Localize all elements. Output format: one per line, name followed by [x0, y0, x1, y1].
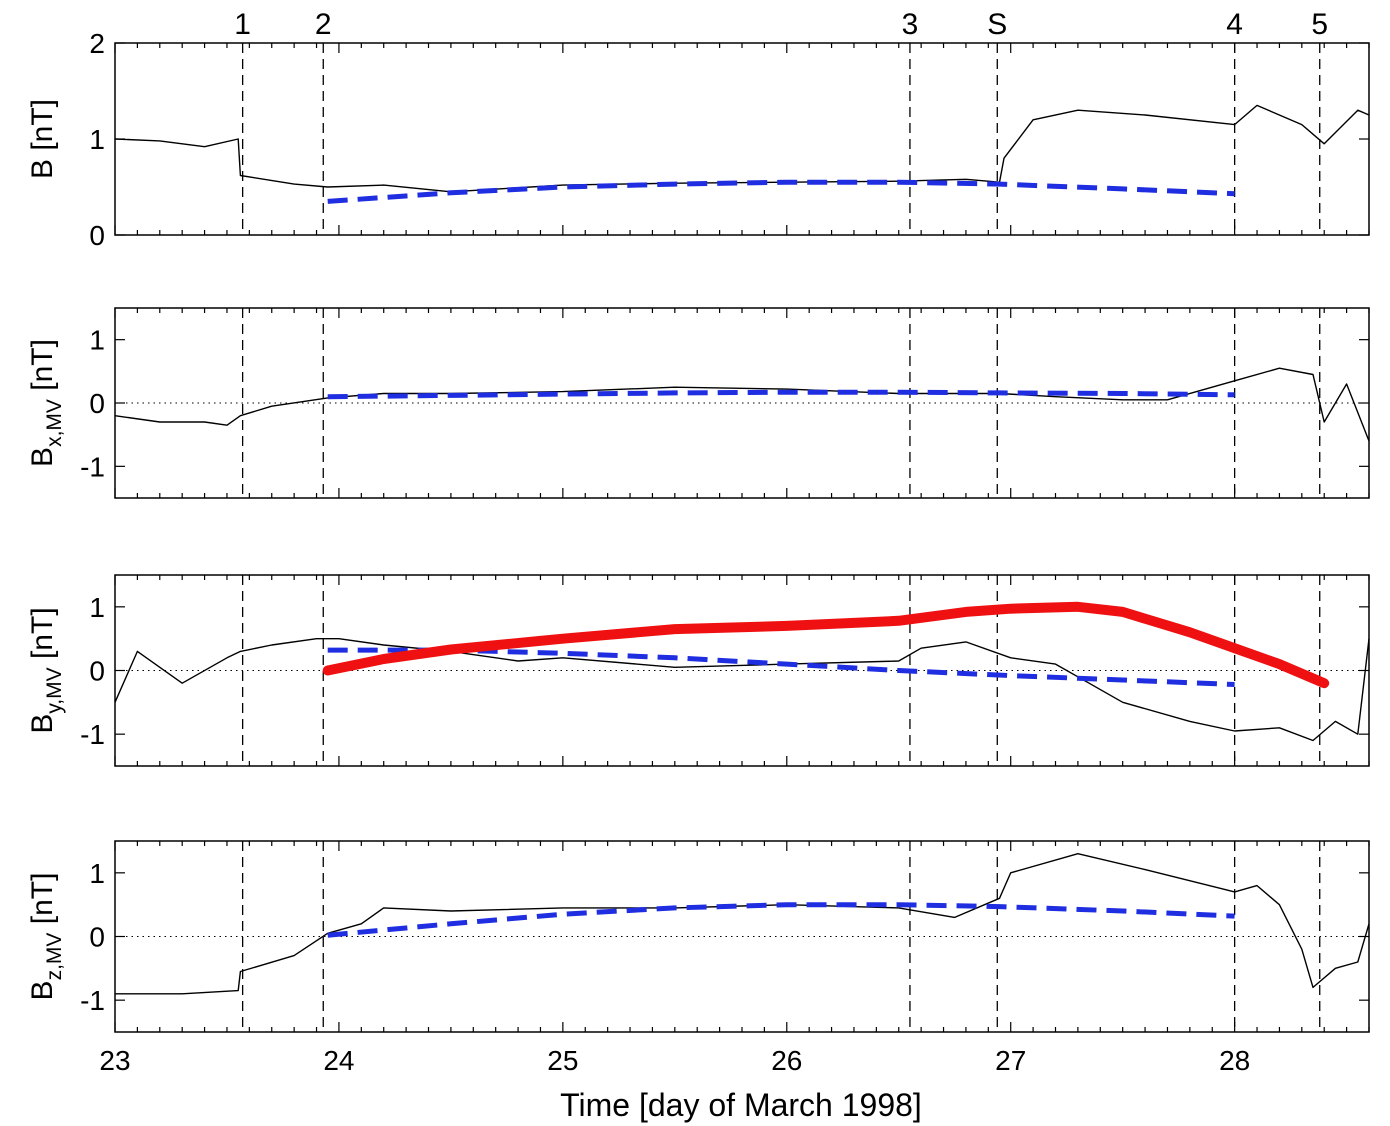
- series-data: [114, 638, 1370, 742]
- boundary-label: 2: [315, 8, 332, 41]
- y-tick-label: -1: [80, 451, 105, 482]
- x-axis-label: Time [day of March 1998]: [560, 1087, 922, 1123]
- y-tick-label: -1: [80, 985, 105, 1016]
- x-tick-label: 28: [1219, 1045, 1250, 1076]
- plot-frame: [114, 42, 1370, 236]
- series-data: [114, 367, 1370, 442]
- boundary-label: 1: [234, 8, 251, 41]
- y-axis-label-unit: [nT]: [26, 873, 59, 933]
- x-tick-label: 23: [99, 1045, 130, 1076]
- boundary-label: 5: [1311, 8, 1328, 41]
- x-tick-label: 26: [771, 1045, 802, 1076]
- y-axis-label-sub: z,MV: [43, 933, 66, 981]
- series-model: [322, 601, 1330, 689]
- y-tick-label: 0: [89, 220, 105, 251]
- y-axis-label: Bz,MV [nT]: [26, 873, 66, 1001]
- y-tick-label: 1: [89, 124, 105, 155]
- boundary-label: 3: [902, 8, 919, 41]
- panels: 0 1 2 B [nT] -1 0 1 Bx,MV [nT] -1 0 1 By,MV [nT] -1 0…: [26, 28, 1370, 1076]
- panel-3: -1 0 1 By,MV [nT]: [26, 574, 1370, 767]
- panel-2: -1 0 1 Bx,MV [nT]: [26, 307, 1370, 499]
- series-fit: [327, 902, 1235, 938]
- y-axis-label-main: B: [26, 714, 59, 734]
- series-fit: [327, 179, 1235, 204]
- series-data: [115, 853, 1370, 995]
- x-tick-label: 27: [995, 1045, 1026, 1076]
- y-axis-label: By,MV [nT]: [26, 607, 66, 733]
- y-tick-label: 2: [89, 28, 105, 59]
- y-axis-label: B [nT]: [26, 99, 59, 179]
- y-axis-label-main: B: [26, 980, 59, 1000]
- y-tick-label: 1: [89, 858, 105, 889]
- panel-1: 0 1 2 B [nT]: [26, 28, 1370, 251]
- y-tick-label: 0: [89, 388, 105, 419]
- y-axis-label: Bx,MV [nT]: [26, 339, 66, 467]
- y-tick-label: 0: [89, 922, 105, 953]
- boundary-label: S: [987, 8, 1007, 41]
- series-data: [114, 104, 1370, 193]
- series-fit: [327, 647, 1235, 687]
- y-axis-label-main: B: [26, 447, 59, 467]
- series-fit: [327, 389, 1235, 400]
- y-axis-label-unit: [nT]: [26, 607, 59, 667]
- y-axis-label-sub: y,MV: [43, 667, 66, 713]
- y-tick-label: 1: [89, 592, 105, 623]
- boundary-label: 4: [1226, 8, 1243, 41]
- y-tick-label: -1: [80, 719, 105, 750]
- boundary-labels: 1 2 3 S 4 5: [234, 8, 1328, 41]
- y-tick-label: 1: [89, 325, 105, 356]
- y-axis-label-sub: x,MV: [43, 399, 66, 447]
- x-tick-label: 25: [547, 1045, 578, 1076]
- panel-4: -1 0 1 Bz,MV [nT] 23 24 25 26 27 28: [26, 840, 1370, 1076]
- x-tick-label: 24: [323, 1045, 354, 1076]
- y-tick-label: 0: [89, 656, 105, 687]
- y-axis-label-unit: [nT]: [26, 339, 59, 399]
- y-axis-label-main: B [nT]: [26, 99, 59, 179]
